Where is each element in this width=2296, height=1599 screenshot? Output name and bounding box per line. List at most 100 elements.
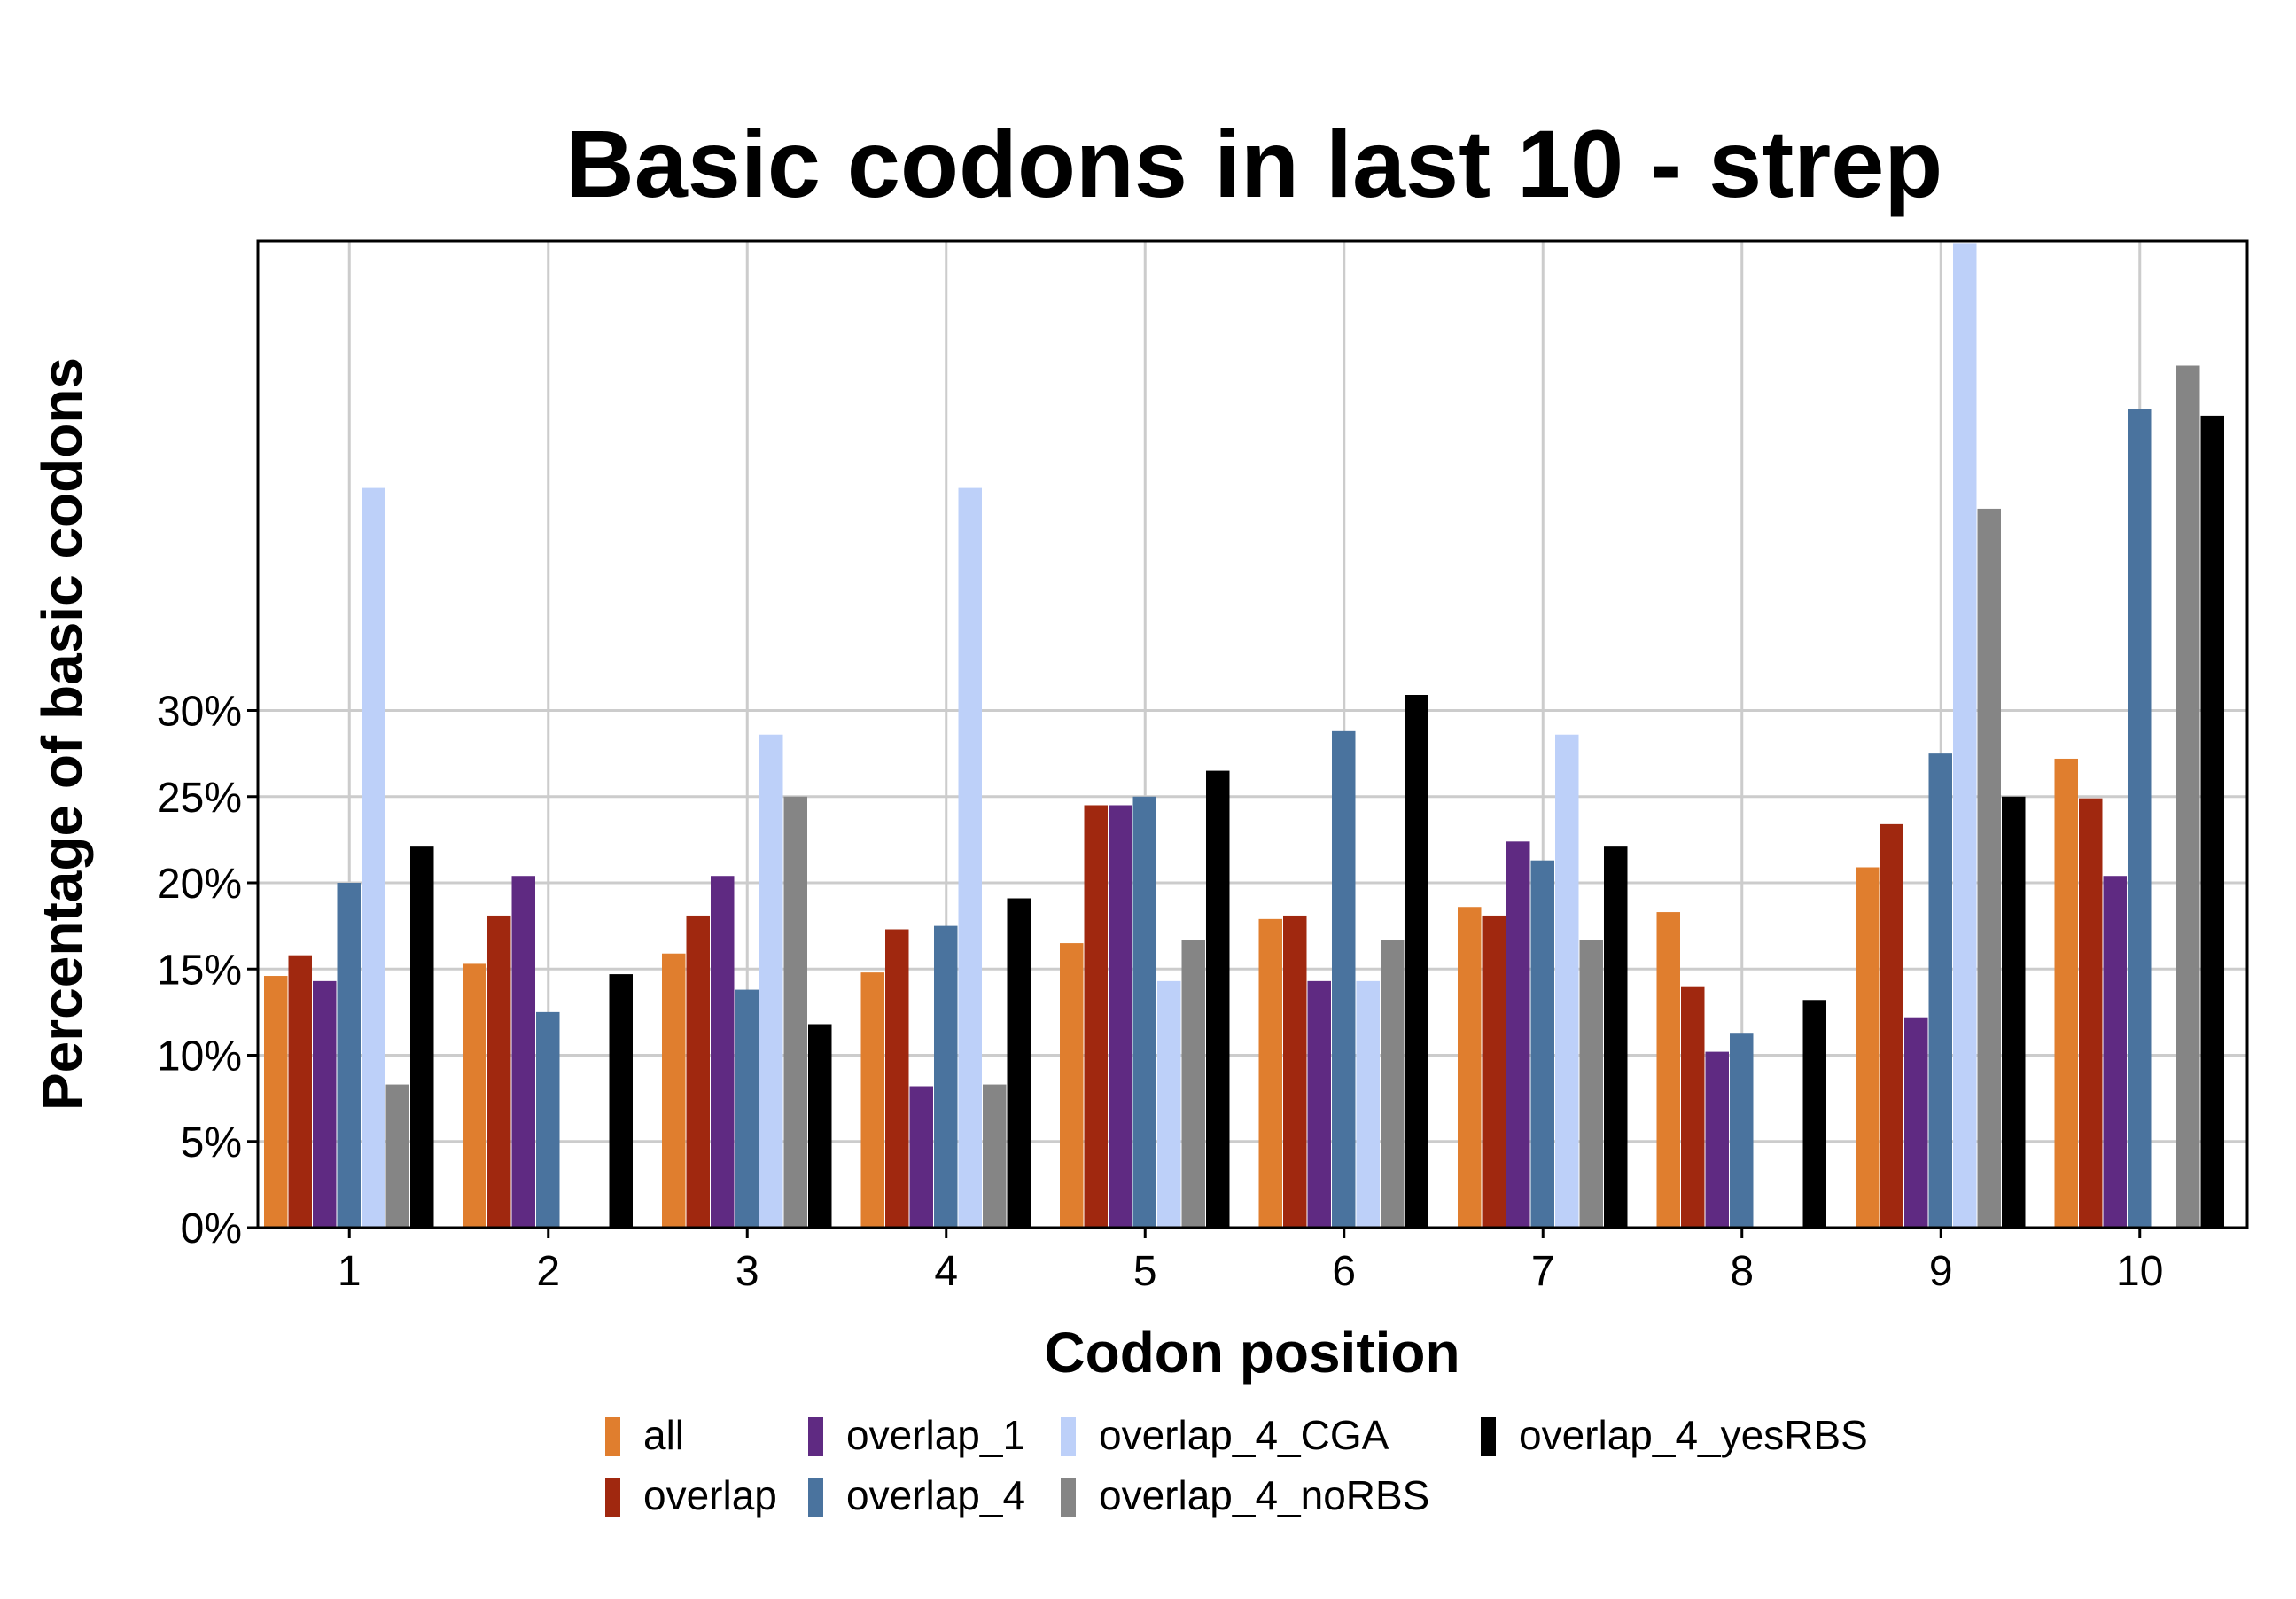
bar-overlap_4-7 bbox=[1530, 860, 1554, 1228]
bar-all-2 bbox=[463, 963, 486, 1228]
legend-swatch-overlap_4_noRBS bbox=[1061, 1478, 1076, 1517]
x-tick-label: 4 bbox=[934, 1248, 958, 1295]
bar-overlap_4-4 bbox=[934, 925, 958, 1228]
bar-overlap_4-3 bbox=[735, 989, 759, 1228]
bar-overlap_4_yesRBS-9 bbox=[2002, 796, 2026, 1228]
bar-overlap_4_yesRBS-3 bbox=[808, 1024, 832, 1228]
legend-swatch-overlap_4 bbox=[808, 1478, 823, 1517]
bar-all-8 bbox=[1656, 912, 1680, 1228]
bar-overlap_4_CGA-4 bbox=[958, 488, 982, 1228]
bar-overlap_1-9 bbox=[1904, 1017, 1928, 1228]
x-tick-label: 10 bbox=[2116, 1248, 2163, 1295]
bar-overlap_4_yesRBS-4 bbox=[1007, 898, 1031, 1228]
legend-label-all: all bbox=[643, 1412, 684, 1458]
bar-overlap_4_noRBS-9 bbox=[1977, 508, 2001, 1228]
bar-overlap_1-4 bbox=[909, 1086, 933, 1228]
x-axis-title: Codon position bbox=[1044, 1321, 1459, 1384]
bar-all-5 bbox=[1060, 943, 1084, 1228]
bar-overlap_1-5 bbox=[1109, 805, 1132, 1228]
legend-label-overlap: overlap bbox=[643, 1472, 777, 1518]
bar-overlap_4_yesRBS-7 bbox=[1604, 846, 1628, 1228]
x-tick-label: 7 bbox=[1531, 1248, 1555, 1295]
legend: all overlap overlap_1 overlap_4 overlap_4_CG… bbox=[605, 1412, 1868, 1518]
bar-overlap-10 bbox=[2079, 798, 2103, 1228]
y-tick-label: 0% bbox=[181, 1205, 242, 1252]
legend-swatch-all bbox=[605, 1417, 620, 1456]
y-tick-label: 5% bbox=[181, 1119, 242, 1166]
bar-overlap_4_yesRBS-2 bbox=[609, 974, 633, 1228]
bar-all-6 bbox=[1258, 918, 1282, 1228]
bar-overlap_4_noRBS-5 bbox=[1181, 940, 1205, 1228]
bar-overlap_4_noRBS-6 bbox=[1381, 940, 1405, 1228]
bar-overlap_4-6 bbox=[1332, 730, 1356, 1228]
x-tick-label: 3 bbox=[735, 1248, 759, 1295]
bar-overlap-4 bbox=[885, 929, 909, 1228]
x-tick-label: 2 bbox=[536, 1248, 560, 1295]
legend-label-overlap_4_noRBS: overlap_4_noRBS bbox=[1099, 1472, 1429, 1518]
bar-overlap_4_noRBS-3 bbox=[783, 796, 807, 1228]
bar-overlap-6 bbox=[1283, 915, 1307, 1228]
x-tick-label: 6 bbox=[1332, 1248, 1356, 1295]
bar-overlap_1-7 bbox=[1506, 841, 1530, 1228]
y-tick-label: 30% bbox=[157, 689, 242, 736]
bar-overlap_4_yesRBS-1 bbox=[410, 846, 434, 1228]
legend-swatch-overlap bbox=[605, 1478, 620, 1517]
bar-overlap_4_yesRBS-10 bbox=[2200, 415, 2224, 1228]
bar-overlap-2 bbox=[487, 915, 511, 1228]
bar-overlap_4-5 bbox=[1132, 796, 1156, 1228]
bar-overlap-9 bbox=[1880, 823, 1903, 1228]
bar-overlap_4_CGA-1 bbox=[362, 488, 385, 1228]
x-axis-ticks: 1 2 3 4 5 6 7 8 9 10 bbox=[338, 1228, 2163, 1295]
y-tick-label: 20% bbox=[157, 861, 242, 908]
legend-label-overlap_4: overlap_4 bbox=[846, 1472, 1025, 1518]
bar-overlap_4_CGA-9 bbox=[1953, 243, 1977, 1228]
bar-overlap-5 bbox=[1084, 805, 1108, 1228]
bar-overlap_4_CGA-5 bbox=[1157, 980, 1181, 1228]
bar-overlap_4-9 bbox=[1928, 753, 1952, 1228]
y-tick-label: 10% bbox=[157, 1034, 242, 1080]
bar-all-7 bbox=[1458, 907, 1482, 1228]
bar-overlap-3 bbox=[686, 915, 710, 1228]
x-tick-label: 1 bbox=[338, 1248, 362, 1295]
bar-overlap_1-1 bbox=[313, 980, 337, 1228]
bar-overlap-7 bbox=[1482, 915, 1506, 1228]
bar-overlap_4_CGA-3 bbox=[759, 734, 783, 1228]
bar-overlap_1-8 bbox=[1705, 1051, 1729, 1228]
bar-overlap-1 bbox=[288, 955, 312, 1228]
bar-overlap_4_noRBS-1 bbox=[385, 1084, 409, 1228]
legend-label-overlap_1: overlap_1 bbox=[846, 1412, 1025, 1458]
legend-swatch-overlap_1 bbox=[808, 1417, 823, 1456]
bar-overlap_1-10 bbox=[2103, 876, 2127, 1228]
bar-all-9 bbox=[1856, 867, 1880, 1228]
bars bbox=[264, 243, 2224, 1228]
bar-overlap_4-8 bbox=[1730, 1033, 1754, 1228]
plot-frame bbox=[256, 239, 2249, 1229]
bar-overlap_4-2 bbox=[536, 1011, 560, 1228]
bar-all-4 bbox=[860, 972, 884, 1228]
bar-overlap_4_noRBS-10 bbox=[2176, 365, 2200, 1228]
bar-all-3 bbox=[662, 953, 686, 1228]
bar-overlap-8 bbox=[1681, 986, 1705, 1228]
bar-overlap_4_noRBS-7 bbox=[1579, 940, 1603, 1228]
x-tick-label: 5 bbox=[1133, 1248, 1157, 1295]
bar-overlap_1-3 bbox=[711, 876, 735, 1228]
y-axis-ticks: 0% 5% 10% 15% 20% 25% 30% bbox=[157, 689, 258, 1252]
bar-overlap_4_CGA-7 bbox=[1555, 734, 1579, 1228]
chart-title: Basic codons in last 10 - strep bbox=[565, 110, 1943, 217]
bar-overlap_4_CGA-6 bbox=[1356, 980, 1380, 1228]
x-tick-label: 8 bbox=[1730, 1248, 1754, 1295]
y-tick-label: 15% bbox=[157, 947, 242, 994]
bar-overlap_4-10 bbox=[2128, 409, 2152, 1228]
bar-all-1 bbox=[264, 976, 288, 1228]
bar-overlap_4_yesRBS-6 bbox=[1405, 695, 1428, 1228]
bar-all-10 bbox=[2054, 758, 2078, 1228]
legend-swatch-overlap_4_yesRBS bbox=[1481, 1417, 1496, 1456]
legend-label-overlap_4_yesRBS: overlap_4_yesRBS bbox=[1519, 1412, 1868, 1458]
legend-label-overlap_4_CGA: overlap_4_CGA bbox=[1099, 1412, 1389, 1458]
y-axis-title: Percentage of basic codons bbox=[30, 357, 94, 1111]
bar-overlap_4_yesRBS-8 bbox=[1802, 1000, 1826, 1228]
x-tick-label: 9 bbox=[1929, 1248, 1953, 1295]
bar-overlap_4_noRBS-4 bbox=[983, 1084, 1007, 1228]
bar-overlap_4_yesRBS-5 bbox=[1206, 770, 1230, 1228]
